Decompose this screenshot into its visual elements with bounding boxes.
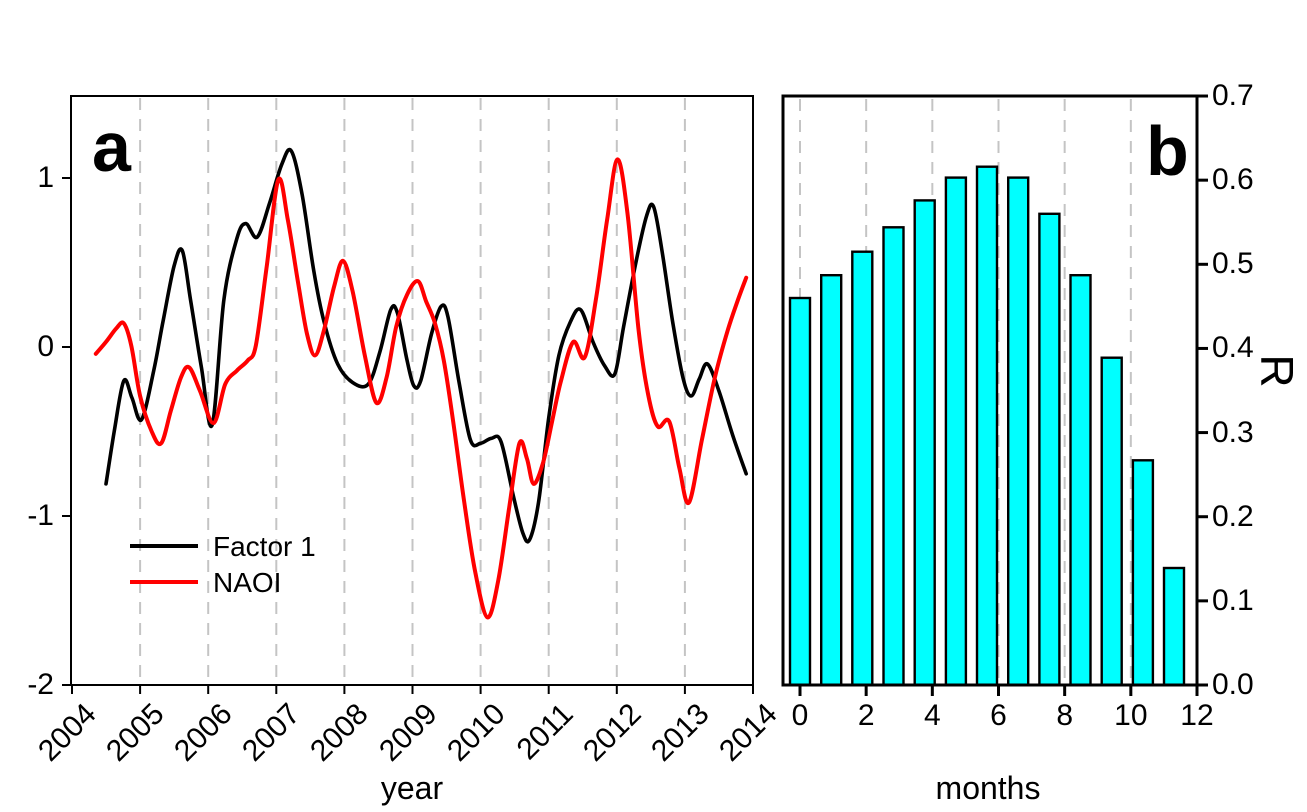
legend-line-naoi: [130, 580, 198, 584]
panel-b-x-tick-label: 10: [1114, 699, 1148, 732]
bar-month-3: [882, 226, 905, 687]
panel-b-label: b: [1146, 112, 1189, 190]
panel-b-x-axis-title: months: [935, 770, 1041, 806]
panel-b-x-tick-label: 8: [1056, 699, 1073, 732]
panel-b-y-tick-label: 0.4: [1212, 331, 1254, 365]
bar-month-11: [1131, 459, 1155, 687]
panel-b-x-tick-label: 12: [1180, 699, 1214, 732]
panel-a-y-tick-label: -1: [27, 499, 54, 532]
bar-month-8: [1038, 212, 1061, 687]
panel-b-x-tick-label: 6: [990, 699, 1007, 732]
bar-month-9: [1069, 274, 1092, 687]
bar-month-1: [820, 274, 843, 687]
panel-b-y-tick-label: 0.3: [1212, 415, 1254, 449]
panel-a-label: a: [92, 108, 131, 186]
panel-a-y-tick-label: 1: [37, 161, 54, 194]
bar-month-5: [944, 176, 968, 687]
bar-month-12: [1162, 566, 1186, 687]
panel-a-y-tick-label: 0: [37, 330, 54, 363]
panel-a-y-tick-label: -2: [27, 668, 54, 701]
panel-b-x-tick-label: 2: [857, 699, 875, 732]
bar-month-6: [975, 165, 999, 687]
panel-b-y-tick-label: 0.0: [1212, 668, 1254, 701]
panel-b-x-tick-label: 0: [791, 699, 809, 732]
legend-label-factor1: Factor 1: [213, 531, 316, 562]
bar-month-0: [788, 296, 812, 687]
panel-b-y-tick-label: 0.7: [1212, 79, 1254, 113]
bar-month-4: [913, 199, 936, 687]
panel-b-y-tick-label: 0.2: [1212, 499, 1254, 533]
series-line-naoi: [93, 157, 749, 620]
panel-b-frame: [781, 94, 1199, 687]
panel-b-y-tick-label: 0.1: [1212, 583, 1254, 617]
panel-b-x-tick-label: 4: [923, 699, 941, 732]
panel-b-y-tick-label: 0.6: [1212, 163, 1254, 197]
bar-month-7: [1007, 176, 1030, 687]
panel-b-y-tick-label: 0.5: [1212, 247, 1254, 281]
bar-month-10: [1100, 356, 1123, 687]
legend-label-naoi: NAOI: [213, 567, 282, 598]
series-line-factor-1: [104, 147, 748, 544]
panel-b-y-axis-title: R: [1251, 354, 1303, 388]
panel-a-x-axis-title: year: [380, 770, 444, 806]
legend-line-factor1: [130, 544, 198, 548]
bar-month-2: [851, 250, 874, 687]
